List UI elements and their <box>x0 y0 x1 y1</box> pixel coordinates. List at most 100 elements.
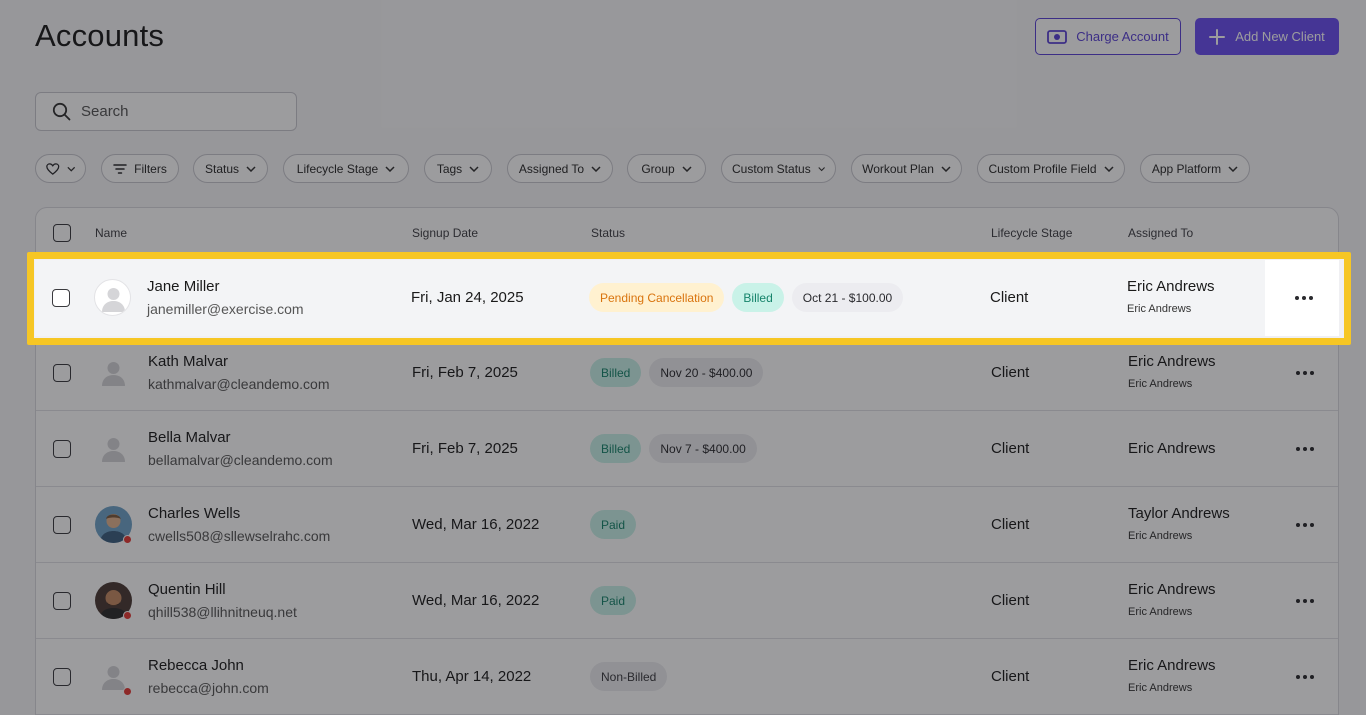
status-badge: Non-Billed <box>590 662 668 691</box>
row-more-button[interactable] <box>1293 513 1317 537</box>
client-name[interactable]: Charles Wells <box>148 505 241 522</box>
lifecycle-stage-filter-label: Lifecycle Stage <box>296 161 379 176</box>
filters-button[interactable]: Filters <box>101 154 179 183</box>
assigned-to: Eric Andrews <box>1127 278 1215 295</box>
chevron-down-icon <box>682 165 692 172</box>
status-badge: Billed <box>590 434 642 463</box>
custom-profile-field-filter-label: Custom Profile Field <box>988 161 1097 176</box>
tags-filter[interactable]: Tags <box>424 154 492 183</box>
client-email: bellamalvar@cleandemo.com <box>148 452 333 468</box>
table-row[interactable]: Rebecca John rebecca@john.com Thu, Apr 1… <box>36 639 1338 715</box>
signup-date: Fri, Feb 7, 2025 <box>412 440 518 457</box>
assigned-to: Eric Andrews <box>1128 581 1216 598</box>
user-photo-icon <box>95 582 132 619</box>
search-icon <box>52 102 71 121</box>
avatar <box>95 354 132 391</box>
favorites-filter[interactable] <box>35 154 86 183</box>
table-row[interactable]: Quentin Hill qhill538@llihnitneuq.net We… <box>36 563 1338 639</box>
chevron-down-icon <box>941 165 951 172</box>
status-badges: Billed Nov 7 - $400.00 <box>590 434 757 463</box>
group-filter[interactable]: Group <box>627 154 706 183</box>
default-user-icon <box>102 288 125 312</box>
column-signup-date[interactable]: Signup Date <box>412 226 479 240</box>
lifecycle-stage: Client <box>990 289 1029 306</box>
custom-status-filter[interactable]: Custom Status <box>721 154 836 183</box>
row-checkbox[interactable] <box>52 289 70 307</box>
client-name[interactable]: Kath Malvar <box>148 353 229 370</box>
assigned-to-filter[interactable]: Assigned To <box>507 154 613 183</box>
row-checkbox[interactable] <box>53 440 71 458</box>
pending-cancellation-badge: Pending Cancellation <box>589 283 725 312</box>
workout-plan-filter-label: Workout Plan <box>862 161 934 176</box>
assigned-to-secondary: Eric Andrews <box>1128 530 1193 542</box>
assigned-to: Eric Andrews <box>1128 353 1216 370</box>
assigned-to-filter-label: Assigned To <box>518 161 585 176</box>
assigned-to: Eric Andrews <box>1128 657 1216 674</box>
row-more-button[interactable] <box>1293 361 1317 385</box>
offline-status-dot <box>123 611 132 620</box>
app-platform-filter-label: App Platform <box>1151 161 1222 176</box>
select-all-checkbox[interactable] <box>53 224 71 242</box>
lifecycle-stage-filter[interactable]: Lifecycle Stage <box>283 154 409 183</box>
chevron-down-icon <box>1103 165 1114 172</box>
status-badge: Billed <box>732 283 784 312</box>
status-badges: Billed Nov 20 - $400.00 <box>590 358 764 387</box>
row-more-button[interactable] <box>1292 286 1316 310</box>
billing-info-badge: Nov 7 - $400.00 <box>649 434 757 463</box>
status-badge: Billed <box>590 358 642 387</box>
client-name[interactable]: Jane Miller <box>147 278 220 295</box>
status-badges: Paid <box>590 586 637 615</box>
row-checkbox[interactable] <box>53 364 71 382</box>
table-row-highlighted[interactable]: Jane Miller janemiller@exercise.com Fri,… <box>35 260 1339 336</box>
charge-account-label: Charge Account <box>1076 29 1169 44</box>
billing-info-badge: Nov 20 - $400.00 <box>649 358 764 387</box>
table-row[interactable]: Bella Malvar bellamalvar@cleandemo.com F… <box>36 411 1338 487</box>
chevron-down-icon <box>818 166 825 171</box>
table-row[interactable]: Kath Malvar kathmalvar@cleandemo.com Fri… <box>36 335 1338 411</box>
signup-date: Wed, Mar 16, 2022 <box>412 592 540 609</box>
row-more-button[interactable] <box>1293 589 1317 613</box>
assigned-to: Taylor Andrews <box>1128 505 1230 522</box>
client-name[interactable]: Quentin Hill <box>148 581 226 598</box>
chevron-down-icon <box>1228 165 1238 172</box>
status-badges: Pending Cancellation Billed Oct 21 - $10… <box>589 283 904 312</box>
page-title: Accounts <box>35 18 165 53</box>
default-user-icon <box>102 438 125 462</box>
client-email: cwells508@sllewselrahc.com <box>148 528 331 544</box>
cash-icon <box>1047 29 1068 44</box>
row-checkbox[interactable] <box>53 592 71 610</box>
row-checkbox[interactable] <box>53 516 71 534</box>
status-filter-label: Status <box>204 161 240 176</box>
client-name[interactable]: Bella Malvar <box>148 429 231 446</box>
offline-status-dot <box>123 535 132 544</box>
assigned-to-secondary: Eric Andrews <box>1128 682 1193 694</box>
filters-label: Filters <box>134 161 167 176</box>
table-header: Name Signup Date Status Lifecycle Stage … <box>36 208 1338 258</box>
table-row[interactable]: Charles Wells cwells508@sllewselrahc.com… <box>36 487 1338 563</box>
column-name[interactable]: Name <box>95 226 128 240</box>
assigned-to-secondary: Eric Andrews <box>1128 606 1193 618</box>
row-checkbox[interactable] <box>53 668 71 686</box>
add-new-client-button[interactable]: Add New Client <box>1195 18 1339 55</box>
status-badge: Paid <box>590 586 637 615</box>
add-new-client-label: Add New Client <box>1235 29 1325 44</box>
column-lifecycle-stage[interactable]: Lifecycle Stage <box>991 226 1073 240</box>
custom-profile-field-filter[interactable]: Custom Profile Field <box>977 154 1125 183</box>
column-assigned-to[interactable]: Assigned To <box>1128 226 1194 240</box>
lifecycle-stage: Client <box>991 516 1030 533</box>
row-more-button[interactable] <box>1293 437 1317 461</box>
charge-account-button[interactable]: Charge Account <box>1035 18 1181 55</box>
search-input[interactable] <box>81 103 281 120</box>
status-filter[interactable]: Status <box>193 154 268 183</box>
column-status[interactable]: Status <box>591 226 626 240</box>
filter-lines-icon <box>113 163 127 174</box>
client-email: kathmalvar@cleandemo.com <box>148 376 330 392</box>
row-more-button[interactable] <box>1293 665 1317 689</box>
app-platform-filter[interactable]: App Platform <box>1140 154 1250 183</box>
signup-date: Fri, Feb 7, 2025 <box>412 364 518 381</box>
client-email: janemiller@exercise.com <box>147 301 304 317</box>
tags-filter-label: Tags <box>436 161 463 176</box>
workout-plan-filter[interactable]: Workout Plan <box>851 154 962 183</box>
client-name[interactable]: Rebecca John <box>148 657 244 674</box>
